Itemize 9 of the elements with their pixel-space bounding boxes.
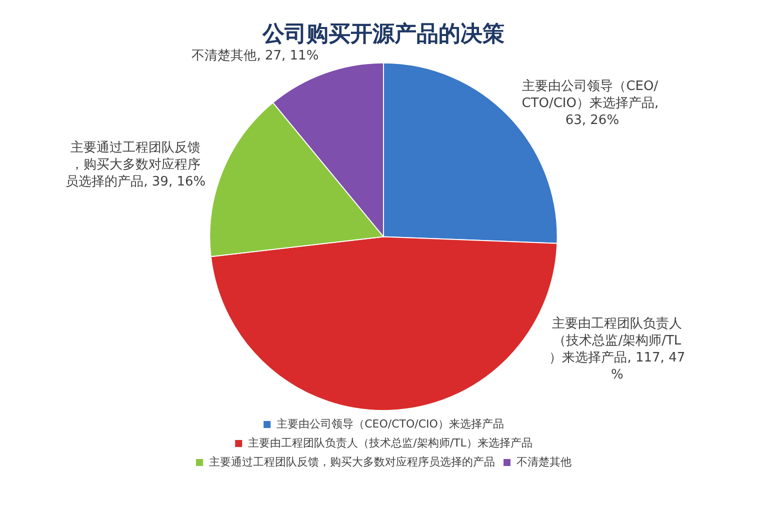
data-label: 主要通过工程团队反馈，购买大多数对应程序员选择的产品, 39, 16% [66,139,206,190]
data-label: 主要由公司领导（CEO/CTO/CIO）来选择产品, 63, 26% [522,78,659,128]
legend-label: 主要由工程团队负责人（技术总监/架构师/TL）来选择产品 [248,436,532,450]
legend-label: 主要由公司领导（CEO/CTO/CIO）来选择产品 [276,417,504,430]
data-label: 不清楚其他, 27, 11% [192,48,319,64]
chart-title: 公司购买开源产品的决策 [262,20,504,47]
data-label: 主要由工程团队负责人（技术总监/架构师/TL）来选择产品, 117, 47% [549,316,686,383]
legend-label: 不清楚其他 [516,455,572,468]
legend-label: 主要通过工程团队反馈，购买大多数对应程序员选择的产品 [209,455,495,468]
